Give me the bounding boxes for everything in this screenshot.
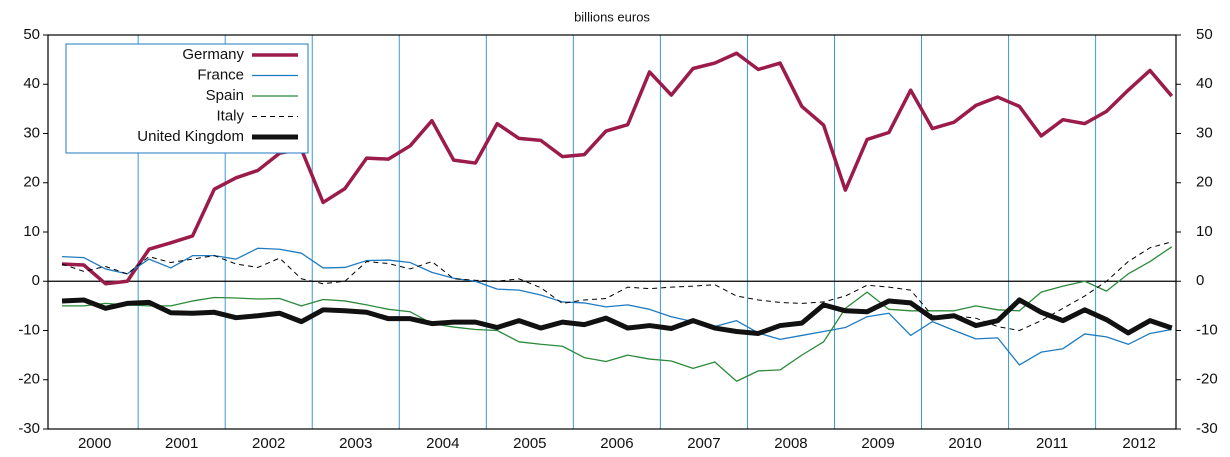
x-tick-label: 2011 [1036,435,1068,452]
x-tick-label: 2006 [600,435,633,452]
y-tick-label: -10 [18,321,40,338]
x-tick-label: 2001 [165,435,198,452]
x-tick-label: 2000 [78,435,111,452]
x-tick-label: 2009 [861,435,894,452]
x-tick-label: 2012 [1122,435,1155,452]
y2-tick-label: 0 [1196,272,1204,289]
series-line [62,246,1173,382]
series-line [61,297,1173,336]
legend-label: France [197,66,244,83]
plot-frame [47,34,1177,430]
y2-tick-label: 20 [1196,174,1213,191]
y-tick-label: -20 [18,371,40,388]
y-tick-label: 40 [23,75,40,92]
y-tick-label: 20 [23,174,40,191]
x-tick-label: 2004 [426,435,459,452]
x-tick-label: 2007 [687,435,720,452]
chart-subtitle: billions euros [574,9,650,24]
series-line [61,51,1174,286]
legend-label: Germany [182,46,244,63]
y2-tick-label: -30 [1196,420,1218,437]
legend-label: United Kingdom [137,128,244,145]
legend-label: Spain [206,87,244,104]
x-tick-label: 2008 [774,435,807,452]
y-tick-label: 50 [23,26,40,43]
x-tick-label: 2005 [513,435,546,452]
y-tick-label: 0 [32,272,40,289]
y2-tick-label: 40 [1196,75,1213,92]
x-tick-label: 2003 [339,435,372,452]
y2-tick-label: -20 [1196,371,1218,388]
legend-label: Italy [216,107,244,124]
x-tick-label: 2010 [948,435,981,452]
y2-tick-label: 10 [1196,223,1213,240]
x-tick-label: 2002 [252,435,285,452]
series-line [61,247,1172,366]
y2-tick-label: 30 [1196,124,1213,141]
y-tick-label: 10 [23,223,40,240]
y2-tick-label: -10 [1196,321,1218,338]
y-tick-label: -30 [18,420,40,437]
y-tick-label: 30 [23,124,40,141]
y2-tick-label: 50 [1196,26,1213,43]
